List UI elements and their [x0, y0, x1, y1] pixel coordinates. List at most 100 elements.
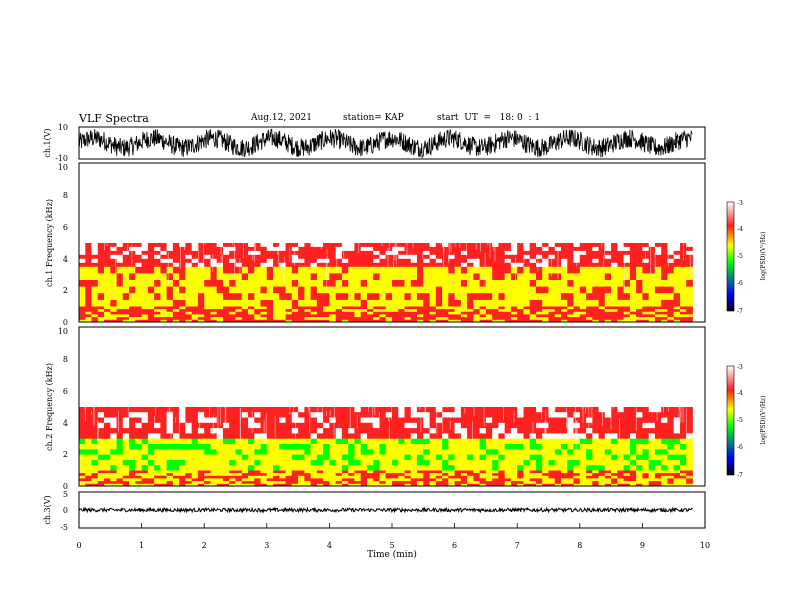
spectrogram-cell — [579, 299, 587, 307]
spectrogram-speckle — [397, 226, 399, 241]
spectrogram-cell — [291, 279, 299, 287]
spectrogram-speckle — [207, 207, 209, 215]
spectrogram-cell — [229, 273, 236, 280]
spectrogram-cell — [367, 311, 374, 315]
spectrogram-cell — [579, 292, 587, 300]
spectrogram-cell — [329, 254, 337, 259]
spectrogram-speckle — [483, 209, 485, 239]
spectrogram-cell — [210, 475, 218, 479]
spectrogram-cell — [135, 480, 142, 484]
spectrogram-cell — [254, 286, 261, 294]
spectrogram-cell — [648, 459, 656, 466]
spectrogram-cell — [417, 262, 424, 267]
spectrogram-cell — [204, 306, 211, 310]
spectrogram-cell — [279, 316, 286, 320]
spectrogram-cell — [404, 262, 412, 267]
spectrogram-cell — [341, 422, 349, 429]
spectrogram-cell — [129, 273, 136, 280]
spectrogram-cell — [97, 254, 105, 259]
spectrogram-cell — [686, 202, 693, 217]
spectrogram-cell — [116, 475, 124, 479]
spectrogram-cell — [404, 353, 412, 368]
spectrogram-cell — [91, 353, 99, 368]
spectrogram-cell — [548, 340, 556, 354]
spectrogram-cell — [673, 250, 681, 255]
spectrogram-cell — [629, 438, 637, 444]
spectrogram-cell — [279, 438, 286, 444]
spectrogram-cell — [316, 422, 324, 429]
spectrogram-cell — [673, 327, 681, 341]
spectrogram-cell — [523, 279, 531, 287]
spectrogram-cell — [629, 266, 637, 274]
spectrogram-cell — [154, 483, 161, 487]
spectrogram-cell — [492, 246, 499, 251]
spectrogram-speckle — [290, 176, 292, 207]
spectrogram-cell — [467, 480, 474, 484]
spectrogram-cell — [592, 353, 599, 368]
spectrogram-cell — [135, 380, 142, 394]
spectrogram-cell — [291, 443, 299, 450]
spectrogram-cell — [379, 308, 387, 312]
spectrogram-cell — [235, 470, 243, 474]
spectrogram-cell — [667, 246, 675, 251]
spectrogram-cell — [129, 202, 136, 217]
spectrogram-speckle — [134, 202, 136, 235]
spectrogram-cell — [617, 483, 625, 487]
spectrogram-cell — [97, 314, 105, 318]
spectrogram-cell — [135, 327, 142, 341]
spectrogram-cell — [129, 262, 136, 267]
spectrogram-cell — [223, 480, 230, 484]
spectrogram-cell — [122, 308, 130, 312]
spectrogram-cell — [197, 427, 205, 434]
spectrogram-cell — [473, 478, 481, 482]
spectrogram-cell — [79, 472, 86, 476]
spectrogram-cell — [210, 316, 218, 320]
spectrogram-cell — [97, 427, 105, 434]
spectrogram-cell — [604, 258, 612, 263]
spectrogram-cell — [492, 266, 499, 274]
spectrogram-cell — [410, 279, 418, 287]
spectrogram-cell — [379, 406, 387, 413]
spectrogram-cell — [185, 427, 193, 434]
spectrogram-cell — [485, 299, 493, 307]
spectrogram-speckle — [93, 164, 95, 172]
spectrogram-cell — [536, 242, 543, 247]
spectrogram-cell — [335, 443, 343, 450]
spectrogram-cell — [385, 478, 393, 482]
spectrogram-cell — [335, 464, 343, 471]
spectrogram-cell — [636, 433, 643, 439]
spectrogram-cell — [642, 417, 650, 423]
spectrogram-cell — [498, 438, 506, 444]
spectrogram-cell — [536, 306, 543, 310]
spectrogram-cell — [291, 480, 299, 484]
spectrogram-cell — [141, 246, 149, 251]
spectrogram-speckle — [450, 220, 452, 252]
spectrogram-speckle — [601, 243, 603, 249]
spectrogram-cell — [204, 380, 211, 394]
spectrogram-cell — [97, 242, 105, 247]
spectrogram-cell — [604, 279, 612, 287]
spectrogram-cell — [435, 443, 443, 450]
spectrogram-cell — [172, 475, 180, 479]
spectrogram-cell — [623, 459, 631, 466]
spectrogram-cell — [492, 470, 499, 474]
spectrogram-cell — [254, 366, 261, 381]
spectrogram-cell — [548, 311, 556, 315]
spectrogram-cell — [185, 366, 193, 381]
spectrogram-cell — [435, 286, 443, 294]
spectrogram-cell — [254, 483, 261, 487]
spectrogram-cell — [485, 470, 493, 474]
spectrogram-cell — [141, 422, 149, 429]
spectrogram-cell — [254, 472, 261, 476]
spectrogram-cell — [410, 340, 418, 354]
spectrogram-cell — [623, 478, 631, 482]
spectrogram-cell — [122, 299, 130, 307]
spectrogram-cell — [485, 254, 493, 259]
spectrogram-speckle — [387, 166, 388, 175]
spectrogram-cell — [454, 433, 462, 439]
spectrogram-speckle — [228, 186, 230, 213]
spectrogram-cell — [367, 246, 374, 251]
spectrogram-cell — [392, 319, 399, 323]
spectrogram-cell — [241, 250, 249, 255]
spectrogram-cell — [204, 417, 211, 423]
